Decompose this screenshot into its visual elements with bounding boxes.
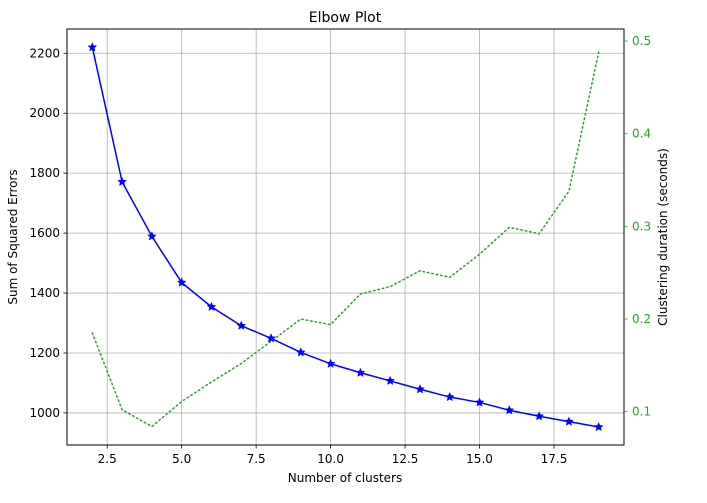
- y-right-tick-label: 0.1: [632, 405, 651, 419]
- y-axis-right-label: Clustering duration (seconds): [656, 148, 670, 326]
- star-marker-icon: [325, 358, 336, 368]
- y-axis-left-label: Sum of Squared Errors: [6, 169, 20, 304]
- y-tick-label: 1200: [29, 346, 60, 360]
- x-axis-ticks: 2.5 5.0 7.5 10.0 12.5 15.0 17.5: [98, 445, 568, 466]
- sse-series: [87, 42, 604, 432]
- star-marker-icon: [87, 42, 98, 52]
- star-marker-icon: [146, 231, 157, 241]
- series-line: [91, 51, 600, 428]
- y-right-tick-label: 0.2: [632, 312, 651, 326]
- y-tick-label: 1600: [29, 226, 60, 240]
- x-tick-label: 12.5: [392, 452, 419, 466]
- star-marker-icon: [444, 391, 455, 402]
- star-marker-icon: [176, 277, 187, 287]
- x-axis-label: Number of clusters: [288, 471, 402, 485]
- y-right-tick-label: 0.5: [632, 34, 651, 48]
- y-axis-right-ticks: 0.1 0.2 0.3 0.4 0.5: [624, 34, 651, 419]
- y-tick-label: 1800: [29, 166, 60, 180]
- star-marker-icon: [385, 375, 396, 386]
- star-marker-icon: [295, 347, 306, 357]
- y-right-tick-label: 0.4: [632, 127, 651, 141]
- star-marker-icon: [504, 405, 515, 415]
- chart-title: Elbow Plot: [309, 10, 382, 26]
- star-marker-icon: [117, 176, 127, 187]
- x-tick-label: 17.5: [541, 452, 568, 466]
- star-marker-icon: [564, 416, 574, 426]
- star-marker-icon: [534, 411, 545, 421]
- x-tick-label: 10.0: [317, 452, 344, 466]
- star-marker-icon: [474, 397, 485, 407]
- grid-lines: [67, 29, 624, 445]
- x-tick-label: 7.5: [247, 452, 266, 466]
- star-marker-icon: [236, 320, 247, 330]
- y-right-tick-label: 0.3: [632, 219, 651, 233]
- star-marker-icon: [355, 367, 366, 377]
- series-line: [91, 47, 599, 428]
- x-tick-label: 2.5: [98, 452, 117, 466]
- y-axis-left-ticks: 1000 1200 1400 1600 1800 2000 2200: [29, 46, 67, 420]
- star-marker-icon: [266, 333, 276, 343]
- y-tick-label: 1400: [29, 286, 60, 300]
- y-tick-label: 2000: [29, 106, 60, 120]
- duration-series: [91, 51, 600, 428]
- star-marker-icon: [593, 421, 604, 432]
- y-tick-label: 1000: [29, 406, 60, 420]
- plot-frame: [66, 28, 625, 446]
- x-tick-label: 15.0: [466, 452, 493, 466]
- y-tick-label: 2200: [29, 46, 60, 60]
- star-marker-icon: [206, 301, 217, 311]
- star-marker-icon: [415, 384, 425, 394]
- x-tick-label: 5.0: [172, 452, 191, 466]
